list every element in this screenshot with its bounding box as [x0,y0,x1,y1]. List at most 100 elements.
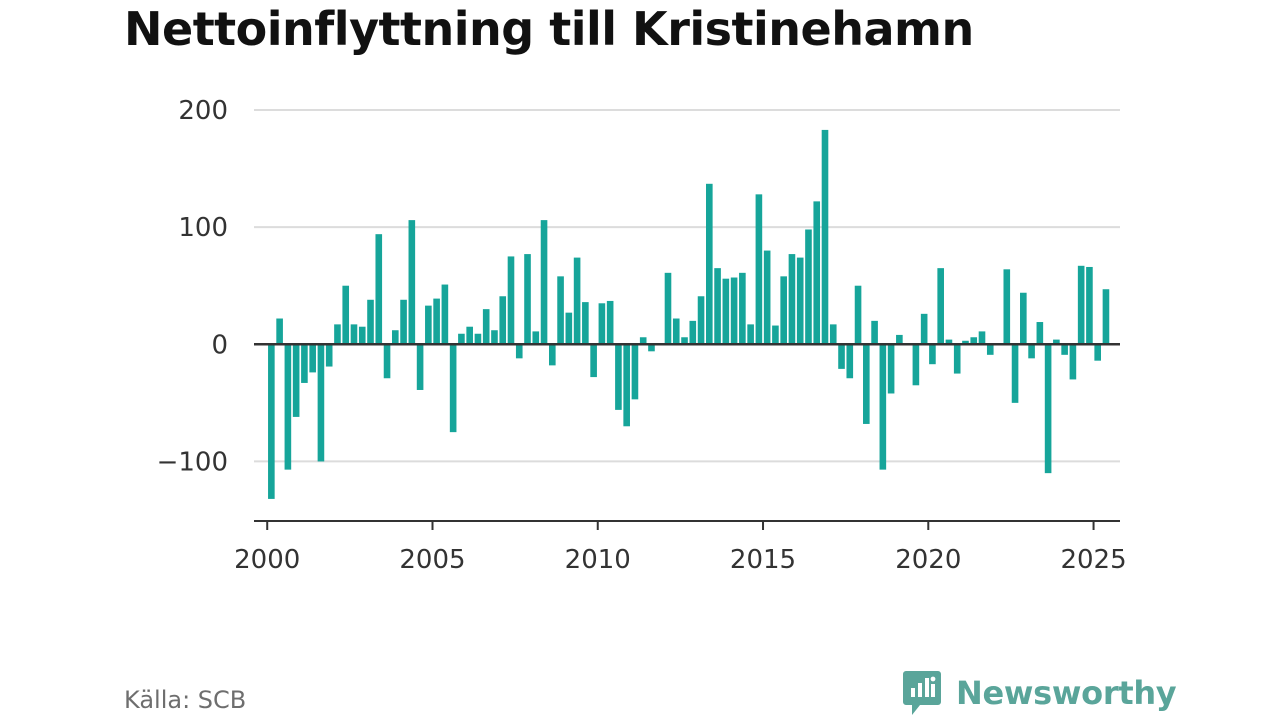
bar [739,272,746,345]
bar [268,344,275,499]
bar [1102,289,1110,345]
newsworthy-logo-icon [902,669,942,717]
bar [292,344,300,417]
bar [821,129,829,345]
bar [309,344,316,373]
bar [458,333,465,345]
bar [970,337,978,345]
bar [615,344,622,410]
bar [714,268,721,345]
bar [1011,344,1019,403]
bar [672,318,680,345]
bar [854,285,862,345]
bar [408,220,416,345]
bar [763,250,771,345]
bar [606,300,614,345]
x-tick-label: 2005 [399,545,465,575]
bar [350,324,358,345]
bar [425,305,432,345]
bar [722,278,730,345]
bar [978,331,986,345]
bar [623,344,630,427]
bar [466,326,473,345]
bar [301,344,308,383]
bar [664,272,672,345]
bar [325,344,333,367]
bar [1086,266,1093,345]
bar [681,337,688,345]
bar [648,344,655,352]
bar [838,344,845,369]
bar [639,337,647,345]
y-tick-label: −100 [157,447,228,477]
bar [524,254,531,345]
bar [755,194,763,345]
bar [499,296,507,345]
bar [879,344,887,470]
bar [582,302,589,345]
bar [1028,344,1035,359]
bar [433,298,440,345]
bar [557,276,564,345]
bar [887,344,895,394]
bar [317,344,325,462]
bar [1094,344,1101,361]
brand-name: Newsworthy [956,674,1177,712]
bar [706,183,713,345]
bar [945,339,953,345]
gridlines [254,109,1120,463]
bar [813,201,821,345]
bar [1044,344,1052,474]
bar [367,299,374,345]
x-tick-label: 2020 [895,545,961,575]
bar [1036,322,1044,345]
bar [912,344,920,386]
x-tick-label: 2015 [730,545,796,575]
bar [863,344,870,424]
y-tick-label: 200 [178,96,228,126]
bar [482,309,490,345]
bar [1077,265,1085,345]
bar [937,268,944,345]
bar [1061,344,1068,355]
bar [375,234,383,345]
bar [689,320,697,345]
bar [507,256,515,345]
bar [598,303,606,345]
bar [491,330,498,345]
bar [441,284,449,345]
bar [929,344,936,365]
bar [846,344,854,379]
bar [697,296,705,345]
bar [383,344,391,379]
bar [631,344,639,400]
bar [1003,269,1011,345]
x-tick-label: 2010 [565,545,631,575]
bar [549,344,556,366]
bar [986,344,994,355]
bar [532,331,540,345]
source-note: Källa: SCB [124,686,247,714]
bar [796,257,804,345]
bar [515,344,523,359]
bar [730,277,738,345]
bar [400,299,407,345]
y-tick-label: 0 [211,330,228,360]
bar [962,340,969,345]
bar [449,344,457,433]
bar [573,257,581,345]
bar [565,312,573,345]
bar [342,285,350,345]
bar [772,325,779,345]
bar [805,229,812,345]
bar [953,344,961,374]
bar [590,344,597,378]
chart-title: Nettoinflyttning till Kristinehamn [124,2,974,56]
x-tick-label: 2000 [234,545,300,575]
bar [276,318,283,345]
bar [358,326,366,345]
newsworthy-brand[interactable]: Newsworthy [902,668,1177,718]
bar [474,333,482,345]
bar [1053,339,1060,345]
